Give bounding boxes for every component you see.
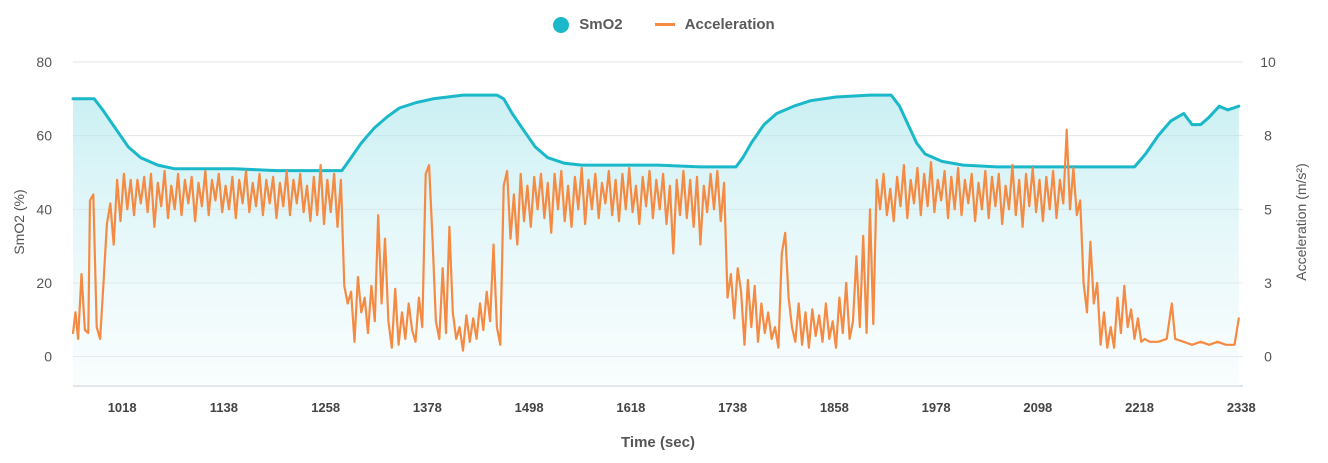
y-left-tick-60: 60 bbox=[36, 128, 52, 144]
series-line-smo2[interactable] bbox=[71, 93, 1241, 173]
legend-label-acceleration: Acceleration bbox=[684, 16, 775, 33]
y-left-tick-80: 80 bbox=[36, 54, 52, 70]
x-tick-1498: 1498 bbox=[515, 400, 544, 415]
legend: SmO2 Acceleration bbox=[0, 16, 1328, 33]
x-tick-1378: 1378 bbox=[413, 400, 442, 415]
y-right-tick-0: 0 bbox=[1264, 349, 1272, 365]
y-right-tick-10: 10 bbox=[1260, 54, 1276, 70]
x-tick-1258: 1258 bbox=[311, 400, 340, 415]
x-tick-2098: 2098 bbox=[1023, 400, 1052, 415]
y-right-tick-8: 8 bbox=[1264, 128, 1272, 144]
legend-marker-acceleration bbox=[654, 23, 675, 26]
y-left-tick-0: 0 bbox=[44, 349, 52, 365]
y-right-tick-labels: 10 8 5 3 0 bbox=[1260, 54, 1276, 365]
series-area-smo2 bbox=[73, 95, 1239, 386]
x-tick-1018: 1018 bbox=[108, 400, 137, 415]
x-tick-1138: 1138 bbox=[210, 400, 238, 415]
x-tick-labels: 1018 1138 1258 1378 1498 1618 1738 1858 1978 2098… bbox=[108, 400, 1256, 415]
y-left-tick-labels: 80 60 40 20 0 bbox=[36, 54, 52, 365]
y-right-axis-title: Acceleration (m/s²) bbox=[1293, 163, 1309, 280]
legend-item-smo2[interactable]: SmO2 bbox=[553, 16, 623, 33]
x-tick-2338: 2338 bbox=[1227, 400, 1256, 415]
series-line-acceleration[interactable] bbox=[71, 128, 1240, 352]
y-right-tick-5: 5 bbox=[1264, 201, 1272, 217]
x-tick-1618: 1618 bbox=[616, 400, 645, 415]
x-tick-1858: 1858 bbox=[820, 400, 849, 415]
x-tick-2218: 2218 bbox=[1125, 400, 1154, 415]
y-left-axis-title: SmO2 (%) bbox=[11, 189, 27, 254]
x-axis-title: Time (sec) bbox=[621, 434, 695, 451]
x-tick-1738: 1738 bbox=[718, 400, 747, 415]
series-layer bbox=[71, 93, 1241, 386]
legend-item-acceleration[interactable]: Acceleration bbox=[654, 16, 775, 33]
y-right-tick-3: 3 bbox=[1264, 275, 1272, 291]
legend-label-smo2: SmO2 bbox=[579, 16, 623, 33]
y-left-tick-20: 20 bbox=[36, 275, 52, 291]
x-tick-1978: 1978 bbox=[922, 400, 951, 415]
y-left-tick-40: 40 bbox=[36, 201, 52, 217]
legend-marker-smo2 bbox=[553, 16, 570, 33]
